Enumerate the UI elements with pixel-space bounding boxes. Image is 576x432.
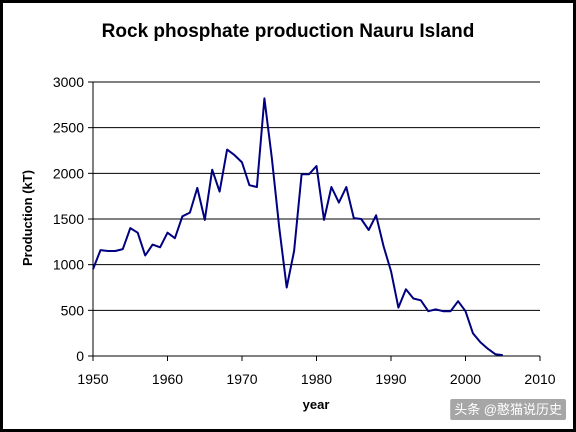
watermark: 头条 @憨猫说历史 xyxy=(454,402,562,417)
x-tick-label-4: 1990 xyxy=(375,371,406,387)
x-axis-label: year xyxy=(303,397,330,412)
gridlines xyxy=(93,81,540,311)
x-tick-label-3: 1980 xyxy=(301,371,332,387)
x-tick-label-5: 2000 xyxy=(450,371,481,387)
y-tick-label-4: 2000 xyxy=(53,165,84,181)
y-tick-label-6: 3000 xyxy=(53,74,84,90)
x-tick-label-1: 1960 xyxy=(152,371,183,387)
series-line-0 xyxy=(92,97,503,357)
axes xyxy=(88,81,541,361)
watermark-backdrop xyxy=(450,399,566,420)
y-tick-label-2: 1000 xyxy=(53,257,84,273)
x-tick-label-2: 1970 xyxy=(226,371,257,387)
chart-title: Rock phosphate production Nauru Island xyxy=(102,21,475,42)
y-tick-label-0: 0 xyxy=(76,348,84,364)
x-tick-label-0: 1950 xyxy=(77,371,108,387)
y-axis-label: Production (kT) xyxy=(20,170,35,266)
y-tick-label-5: 2500 xyxy=(53,120,84,136)
y-tick-label-1: 500 xyxy=(61,302,85,318)
y-tick-labels: 0 500 1000 1500 2000 2500 3000 xyxy=(53,74,84,364)
x-tick-labels: 1950 1960 1970 1980 1990 2000 2010 xyxy=(77,371,555,387)
x-tick-label-6: 2010 xyxy=(524,371,555,387)
y-tick-label-3: 1500 xyxy=(53,211,84,227)
series-group xyxy=(92,97,503,357)
